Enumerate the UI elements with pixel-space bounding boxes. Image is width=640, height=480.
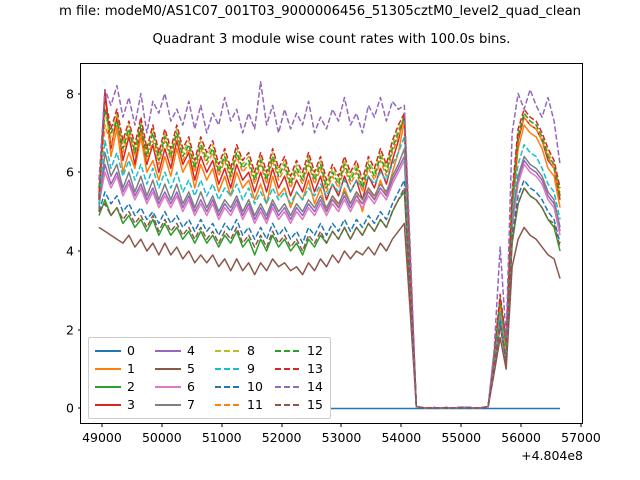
y-tick-mark	[77, 329, 81, 331]
y-tick-label: 2	[66, 322, 74, 338]
x-tick-mark	[580, 423, 582, 427]
legend-item-15[interactable]: 15	[275, 396, 324, 414]
legend-line-swatch	[155, 382, 181, 392]
legend-item-12[interactable]: 12	[275, 342, 324, 360]
y-tick-mark	[77, 171, 81, 173]
legend-item-label: 3	[127, 397, 135, 412]
x-tick-label: 53000	[321, 430, 362, 445]
legend-line-swatch	[95, 346, 121, 356]
legend-item-3[interactable]: 3	[95, 396, 144, 414]
legend-line-swatch	[95, 382, 121, 392]
x-tick-label: 57000	[561, 430, 601, 445]
x-tick-mark	[340, 423, 342, 427]
y-tick-label: 0	[66, 400, 74, 416]
legend-item-label: 4	[187, 343, 195, 358]
x-tick-label: 54000	[381, 430, 422, 445]
legend-line-swatch	[215, 382, 241, 392]
x-tick-label: 55000	[441, 430, 482, 445]
x-tick-label: 56000	[501, 430, 542, 445]
x-tick-mark	[221, 423, 223, 427]
legend-line-swatch	[95, 364, 121, 374]
legend-item-14[interactable]: 14	[275, 378, 324, 396]
x-tick-label: 51000	[201, 430, 242, 445]
legend-line-swatch	[215, 364, 241, 374]
x-tick-mark	[161, 423, 163, 427]
x-tick-label: 49000	[82, 430, 122, 445]
legend-item-label: 10	[247, 379, 263, 394]
x-tick-mark	[460, 423, 462, 427]
legend-line-swatch	[275, 364, 301, 374]
legend-item-label: 5	[187, 361, 195, 376]
legend-line-swatch	[275, 346, 301, 356]
y-tick-label: 6	[66, 164, 74, 180]
axes-title: Quadrant 3 module wise count rates with …	[152, 32, 511, 47]
legend-item-label: 9	[247, 361, 255, 376]
legend-item-label: 6	[187, 379, 195, 394]
legend-item-1[interactable]: 1	[95, 360, 144, 378]
legend-item-13[interactable]: 13	[275, 360, 324, 378]
legend-item-4[interactable]: 4	[155, 342, 204, 360]
legend-line-swatch	[275, 400, 301, 410]
legend-line-swatch	[155, 346, 181, 356]
legend-item-label: 2	[127, 379, 135, 394]
x-tick-mark	[101, 423, 103, 427]
legend-item-label: 13	[307, 361, 323, 376]
legend-line-swatch	[155, 400, 181, 410]
y-tick-mark	[77, 407, 81, 409]
series-line-12	[98, 108, 561, 409]
legend-item-label: 7	[187, 397, 195, 412]
x-axis-offset-text: +4.804e8	[521, 448, 583, 463]
legend-line-swatch	[215, 346, 241, 356]
x-tick-label: 52000	[261, 430, 302, 445]
x-tick-mark	[520, 423, 522, 427]
legend-item-label: 14	[307, 379, 323, 394]
legend-item-10[interactable]: 10	[215, 378, 264, 396]
legend-item-label: 11	[247, 397, 263, 412]
legend-line-swatch	[275, 382, 301, 392]
legend-item-7[interactable]: 7	[155, 396, 204, 414]
legend-item-2[interactable]: 2	[95, 378, 144, 396]
x-tick-label: 50000	[141, 430, 182, 445]
legend-item-label: 0	[127, 343, 135, 358]
legend-line-swatch	[95, 400, 121, 410]
x-tick-mark	[400, 423, 402, 427]
legend-item-8[interactable]: 8	[215, 342, 264, 360]
figure-suptitle: m file: modeM0/AS1C07_001T03_9000006456_…	[58, 4, 582, 19]
legend-item-0[interactable]: 0	[95, 342, 144, 360]
legend-line-swatch	[215, 400, 241, 410]
legend-line-swatch	[155, 364, 181, 374]
legend-item-label: 1	[127, 361, 135, 376]
plot-legend[interactable]: 0 4 8 12 1 5 9 13 2 6 10 14 3 7 11 15	[88, 337, 331, 419]
plot-lines-layer	[98, 80, 561, 410]
y-tick-mark	[77, 250, 81, 252]
series-line-14	[98, 80, 561, 409]
legend-item-label: 12	[307, 343, 323, 358]
legend-item-9[interactable]: 9	[215, 360, 264, 378]
series-line-8	[98, 112, 561, 409]
y-tick-label: 4	[66, 243, 74, 259]
legend-item-11[interactable]: 11	[215, 396, 264, 414]
legend-item-label: 15	[307, 397, 323, 412]
x-tick-mark	[281, 423, 283, 427]
legend-item-label: 8	[247, 343, 255, 358]
legend-grid: 0 4 8 12 1 5 9 13 2 6 10 14 3 7 11 15	[95, 342, 324, 414]
legend-item-6[interactable]: 6	[155, 378, 204, 396]
y-tick-mark	[77, 93, 81, 95]
y-tick-label: 8	[66, 86, 74, 102]
series-line-15	[98, 187, 561, 409]
legend-item-5[interactable]: 5	[155, 360, 204, 378]
